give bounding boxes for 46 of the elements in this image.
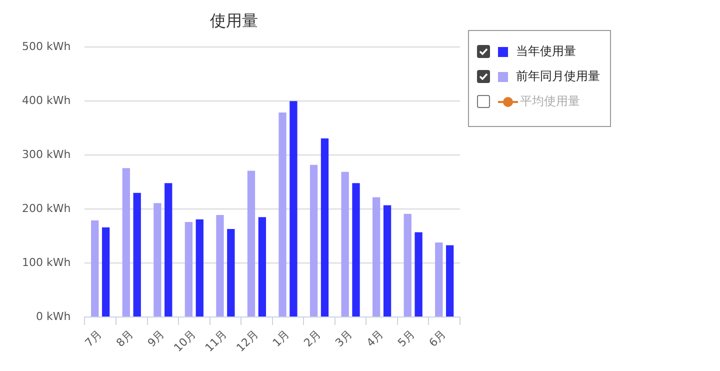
bar: [278, 112, 286, 316]
y-tick-label: 200 kWh: [22, 202, 71, 215]
bar: [352, 183, 360, 316]
legend-label: 平均使用量: [520, 93, 580, 110]
y-tick-label: 100 kWh: [22, 256, 71, 269]
x-tick-label: 3月: [332, 328, 355, 350]
x-tick-label: 11月: [202, 328, 230, 354]
bar: [184, 222, 193, 316]
bar: [435, 242, 443, 316]
bar: [446, 245, 454, 316]
x-tick-label: 9月: [145, 328, 168, 350]
bar: [320, 138, 329, 316]
bar: [164, 183, 172, 316]
bar: [310, 164, 318, 316]
bar: [154, 203, 162, 316]
bar: [290, 101, 298, 316]
y-tick-label: 300 kWh: [22, 148, 71, 161]
bar: [216, 215, 224, 316]
x-tick-label: 5月: [395, 328, 418, 350]
bar: [372, 197, 380, 316]
legend-label: 前年同月使用量: [516, 68, 600, 85]
y-tick-label: 400 kWh: [22, 94, 71, 108]
bar: [404, 214, 412, 316]
bar: [247, 170, 256, 316]
x-tick-label: 10月: [171, 328, 198, 354]
x-tick-label: 4月: [364, 328, 386, 350]
legend-label: 当年使用量: [516, 43, 576, 60]
bar: [91, 220, 99, 316]
x-tick-label: 6月: [426, 328, 449, 350]
bar: [383, 205, 392, 316]
x-tick-label: 2月: [301, 328, 324, 350]
bar: [122, 168, 130, 316]
bar: [414, 232, 422, 316]
y-tick-label: 0 kWh: [36, 310, 71, 323]
x-tick-label: 1月: [270, 328, 292, 350]
x-tick-label: 12月: [234, 328, 261, 354]
bar: [258, 217, 266, 316]
bar: [227, 229, 235, 316]
bar: [133, 192, 141, 316]
x-tick-label: 7月: [82, 328, 104, 350]
bar: [341, 172, 349, 316]
x-tick-label: 8月: [114, 328, 136, 350]
y-tick-label: 500 kWh: [22, 40, 71, 54]
chart-title: 使用量: [210, 10, 258, 30]
bar: [102, 227, 110, 316]
bar: [196, 219, 204, 316]
